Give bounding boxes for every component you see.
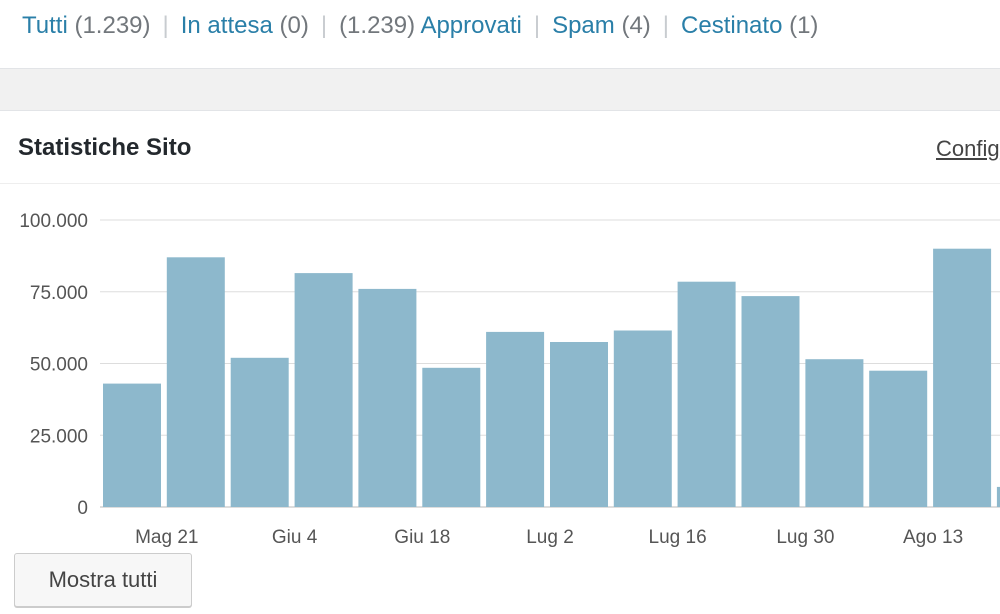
chart-bar[interactable]: [805, 359, 864, 507]
filter-label: In attesa: [180, 12, 273, 39]
filter-item: Spam (4): [552, 12, 651, 40]
y-tick-label: 25.000: [30, 426, 88, 447]
chart-bar[interactable]: [550, 342, 608, 507]
x-tick-label: Lug 2: [526, 527, 574, 548]
x-tick-label: Lug 30: [776, 527, 834, 548]
x-tick-label: Lug 16: [649, 527, 707, 548]
filter-separator: |: [662, 12, 670, 39]
filter-count: (4): [621, 12, 651, 39]
chart-bar[interactable]: [422, 367, 481, 507]
site-stats-widget: Statistiche Sito Config 0 25.000 50.000 75.…: [0, 110, 1000, 614]
chart-bar[interactable]: [358, 288, 417, 507]
filter-label: Approvati: [420, 12, 522, 39]
filter-count: (1): [789, 12, 819, 39]
filter-separator: |: [320, 12, 328, 39]
filter-item: In attesa (0): [181, 12, 309, 40]
chart-bar[interactable]: [933, 248, 992, 507]
filter-count: (1.239): [339, 12, 416, 39]
y-tick-label: 75.000: [30, 283, 88, 304]
x-tick-label: Giu 18: [394, 527, 450, 548]
x-tick-label: Giu 4: [272, 527, 318, 548]
chart-bar[interactable]: [294, 273, 353, 507]
comment-filters-bar: Tutti (1.239) | In attesa (0) | (1.239) Appr…: [0, 0, 1000, 69]
filter-item: Cestinato (1): [681, 12, 818, 40]
filter-separator: |: [533, 12, 541, 39]
chart-bar[interactable]: [613, 330, 672, 508]
x-tick-label: Mag 21: [135, 527, 198, 548]
chart-bar[interactable]: [103, 383, 161, 507]
widget-title: Statistiche Sito: [18, 134, 192, 161]
chart-bar[interactable]: [230, 357, 289, 507]
chart-bar[interactable]: [166, 257, 225, 507]
chart-bar[interactable]: [869, 370, 928, 507]
x-tick-label: Ago 13: [903, 527, 963, 548]
filter-count: (1.239): [74, 12, 151, 39]
filter-link-cestinato[interactable]: Cestinato (1): [681, 12, 818, 39]
chart-bar[interactable]: [486, 331, 545, 507]
filter-item: (1.239) Approvati: [339, 12, 522, 40]
comment-status-filters: Tutti (1.239) | In attesa (0) | (1.239) Appr…: [22, 12, 818, 40]
stats-bar-chart: 0 25.000 50.000 75.000 100.000 Mag 21 Giu 4 Giu…: [19, 211, 1000, 548]
widget-header: Statistiche Sito Config: [0, 111, 1000, 184]
chart-bar[interactable]: [677, 281, 736, 507]
filter-item: Tutti (1.239): [22, 12, 151, 40]
filter-label: Tutti: [22, 12, 68, 39]
filter-separator: |: [162, 12, 169, 39]
filter-link-tutti[interactable]: Tutti (1.239): [22, 12, 151, 39]
y-tick-label: 50.000: [30, 355, 88, 376]
y-tick-label: 100.000: [19, 211, 88, 232]
filter-link-in-attesa[interactable]: In attesa (0): [181, 12, 309, 39]
configure-link[interactable]: Config: [936, 136, 1000, 161]
chart-bar[interactable]: [741, 296, 800, 507]
filter-label: Cestinato: [681, 12, 783, 39]
show-all-button[interactable]: Mostra tutti: [14, 553, 192, 607]
filter-count: (0): [279, 12, 309, 39]
filter-link-approvati[interactable]: (1.239) Approvati: [339, 12, 522, 39]
filter-link-spam[interactable]: Spam (4): [552, 12, 651, 39]
chart-bar[interactable]: [996, 486, 1000, 507]
y-tick-label: 0: [77, 498, 88, 519]
filter-label: Spam: [552, 12, 615, 39]
